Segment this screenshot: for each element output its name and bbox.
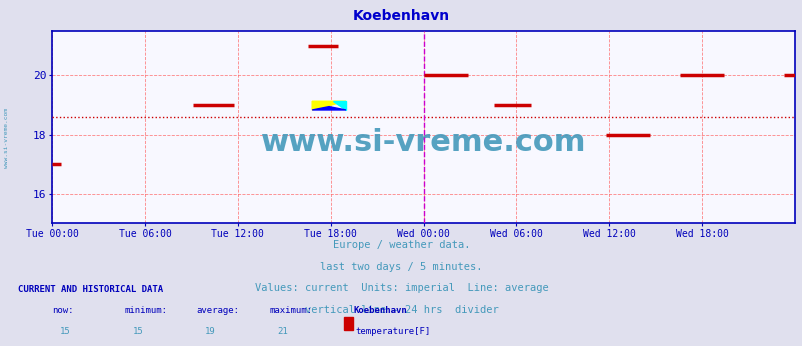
Text: Europe / weather data.: Europe / weather data. <box>332 240 470 251</box>
Text: Koebenhavn: Koebenhavn <box>353 9 449 22</box>
Text: Values: current  Units: imperial  Line: average: Values: current Units: imperial Line: av… <box>254 283 548 293</box>
Text: now:: now: <box>52 306 74 315</box>
Text: last two days / 5 minutes.: last two days / 5 minutes. <box>320 262 482 272</box>
Polygon shape <box>312 107 346 110</box>
Text: 15: 15 <box>132 327 143 336</box>
Polygon shape <box>312 101 346 110</box>
Text: minimum:: minimum: <box>124 306 168 315</box>
Text: 19: 19 <box>205 327 215 336</box>
Text: 15: 15 <box>60 327 71 336</box>
Text: maximum:: maximum: <box>269 306 312 315</box>
Text: vertical line - 24 hrs  divider: vertical line - 24 hrs divider <box>304 305 498 315</box>
Text: temperature[F]: temperature[F] <box>355 327 431 336</box>
Text: CURRENT AND HISTORICAL DATA: CURRENT AND HISTORICAL DATA <box>18 285 163 294</box>
Text: average:: average: <box>196 306 240 315</box>
Text: www.si-vreme.com: www.si-vreme.com <box>4 108 9 169</box>
Text: Koebenhavn: Koebenhavn <box>353 306 407 315</box>
Polygon shape <box>333 101 346 110</box>
Text: www.si-vreme.com: www.si-vreme.com <box>261 128 585 157</box>
Text: 21: 21 <box>277 327 287 336</box>
